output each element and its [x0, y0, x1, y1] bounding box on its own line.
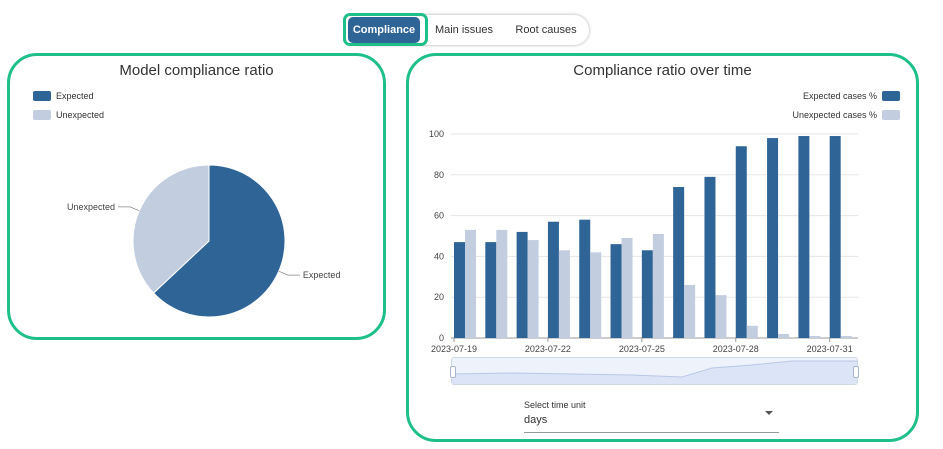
pie-label-unexpected: Unexpected — [67, 202, 115, 212]
compliance-ratio-panel: Model compliance ratio Expected Unexpect… — [7, 53, 386, 340]
pie-slice-unexpected[interactable] — [132, 164, 210, 294]
legend-swatch-unexpected-cases — [882, 110, 900, 120]
y-tick-label: 20 — [434, 292, 444, 302]
legend-swatch-expected — [33, 91, 51, 101]
pie-chart-title: Model compliance ratio — [119, 62, 274, 79]
bar-expected[interactable] — [767, 138, 779, 338]
tab-root-causes[interactable]: Root causes — [515, 24, 577, 36]
bar-expected[interactable] — [547, 221, 559, 338]
bar-expected[interactable] — [454, 242, 465, 338]
zoom-handle-left[interactable] — [450, 366, 456, 378]
bar-expected[interactable] — [516, 231, 528, 338]
x-tick-label: 2023-07-19 — [431, 344, 477, 354]
pie-label-line-expected — [278, 270, 300, 276]
bar-unexpected[interactable] — [621, 238, 633, 338]
bar-unexpected[interactable] — [590, 252, 602, 338]
zoom-slider[interactable] — [450, 357, 859, 385]
tab-compliance[interactable]: Compliance — [348, 17, 420, 43]
bar-unexpected[interactable] — [684, 284, 696, 338]
x-tick-label: 2023-07-25 — [619, 344, 665, 354]
bar-expected[interactable] — [485, 242, 497, 338]
pie-chart: Expected Unexpected — [67, 164, 341, 318]
pie-label-expected: Expected — [303, 270, 341, 280]
zoom-slider-preview — [452, 360, 857, 384]
legend-unexpected[interactable]: Unexpected — [33, 110, 104, 120]
pie-slice-expected[interactable] — [152, 164, 286, 318]
bar-expected[interactable] — [735, 146, 747, 338]
tab-main-issues[interactable]: Main issues — [434, 24, 494, 36]
pie-label-line-unexpected — [118, 206, 140, 212]
legend-expected-cases[interactable]: Expected cases % — [803, 91, 900, 101]
y-tick-label: 100 — [429, 129, 444, 139]
bar-expected[interactable] — [829, 136, 841, 338]
bar-expected[interactable] — [579, 219, 591, 338]
time-unit-select-value: days — [524, 414, 548, 426]
bar-chart: 0 20 40 60 80 100 2023-07-19 2023-07-22 2023-07-… — [429, 129, 858, 354]
legend-swatch-unexpected — [33, 110, 51, 120]
bar-unexpected[interactable] — [715, 295, 727, 338]
chevron-down-icon[interactable] — [765, 411, 773, 415]
x-tick-label: 2023-07-22 — [525, 344, 571, 354]
y-tick-label: 80 — [434, 170, 444, 180]
legend-expected[interactable]: Expected — [33, 91, 94, 101]
x-tick-label: 2023-07-28 — [713, 344, 759, 354]
bar-expected[interactable] — [641, 250, 653, 338]
y-tick-label: 0 — [439, 333, 444, 343]
time-unit-select-underline — [524, 432, 779, 433]
bar-expected[interactable] — [704, 176, 716, 338]
legend-label-expected: Expected — [56, 91, 94, 101]
legend-label-expected-cases: Expected cases % — [802, 91, 877, 101]
time-unit-select-label: Select time unit — [524, 400, 586, 410]
bar-expected[interactable] — [798, 136, 810, 338]
bar-unexpected[interactable] — [809, 335, 821, 338]
legend-unexpected-cases[interactable]: Unexpected cases % — [792, 110, 900, 120]
bar-unexpected[interactable] — [496, 229, 508, 338]
zoom-handle-right[interactable] — [853, 366, 859, 378]
bar-unexpected[interactable] — [465, 229, 476, 338]
x-tick-label: 2023-07-31 — [807, 344, 853, 354]
bar-unexpected[interactable] — [840, 335, 852, 338]
legend-label-unexpected-cases: Unexpected cases % — [792, 110, 877, 120]
bar-unexpected[interactable] — [778, 333, 790, 338]
legend-label-unexpected: Unexpected — [56, 110, 105, 120]
y-tick-label: 60 — [434, 211, 444, 221]
legend-swatch-expected-cases — [882, 91, 900, 101]
y-tick-label: 40 — [434, 251, 444, 261]
bar-expected[interactable] — [610, 244, 622, 338]
bar-unexpected[interactable] — [558, 250, 570, 338]
bar-chart-title: Compliance ratio over time — [573, 62, 752, 79]
bar-expected[interactable] — [673, 187, 685, 338]
compliance-over-time-panel: Compliance ratio over time Expected case… — [406, 53, 919, 442]
bar-unexpected[interactable] — [527, 240, 539, 338]
bar-unexpected[interactable] — [746, 325, 758, 338]
bar-unexpected[interactable] — [652, 233, 664, 338]
